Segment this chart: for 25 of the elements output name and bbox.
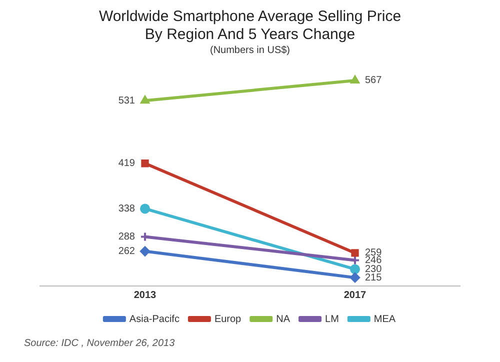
- point: [351, 249, 359, 257]
- chart-subtitle: (Numbers in US$): [210, 44, 290, 56]
- x-tick-label: 2013: [134, 290, 157, 301]
- text: By Region And 5 Years Change: [144, 26, 356, 44]
- source-note: Source: IDC , November 26, 2013: [24, 338, 175, 349]
- point: [140, 204, 150, 214]
- text: Worldwide Smartphone Average Selling Price: [98, 8, 402, 26]
- data-label: 262: [118, 246, 136, 258]
- data-label: 230: [365, 264, 382, 275]
- legend-label: MEA: [374, 314, 396, 325]
- point: [350, 264, 360, 274]
- legend-label: NA: [276, 314, 290, 325]
- point: [140, 246, 150, 256]
- point: [350, 272, 360, 283]
- data-label: 419: [118, 158, 136, 170]
- legend-label: LM: [325, 314, 339, 325]
- point: [141, 160, 149, 168]
- data-label: 338: [118, 203, 136, 214]
- data-label: 567: [365, 75, 382, 86]
- data-label: 288: [118, 231, 136, 242]
- data-label: 215: [365, 272, 382, 284]
- legend-label: Europ: [214, 314, 242, 325]
- x-tick-label: 2017: [344, 290, 367, 301]
- data-label: 531: [118, 95, 136, 106]
- legend-label: Asia-Pacifc: [129, 314, 180, 325]
